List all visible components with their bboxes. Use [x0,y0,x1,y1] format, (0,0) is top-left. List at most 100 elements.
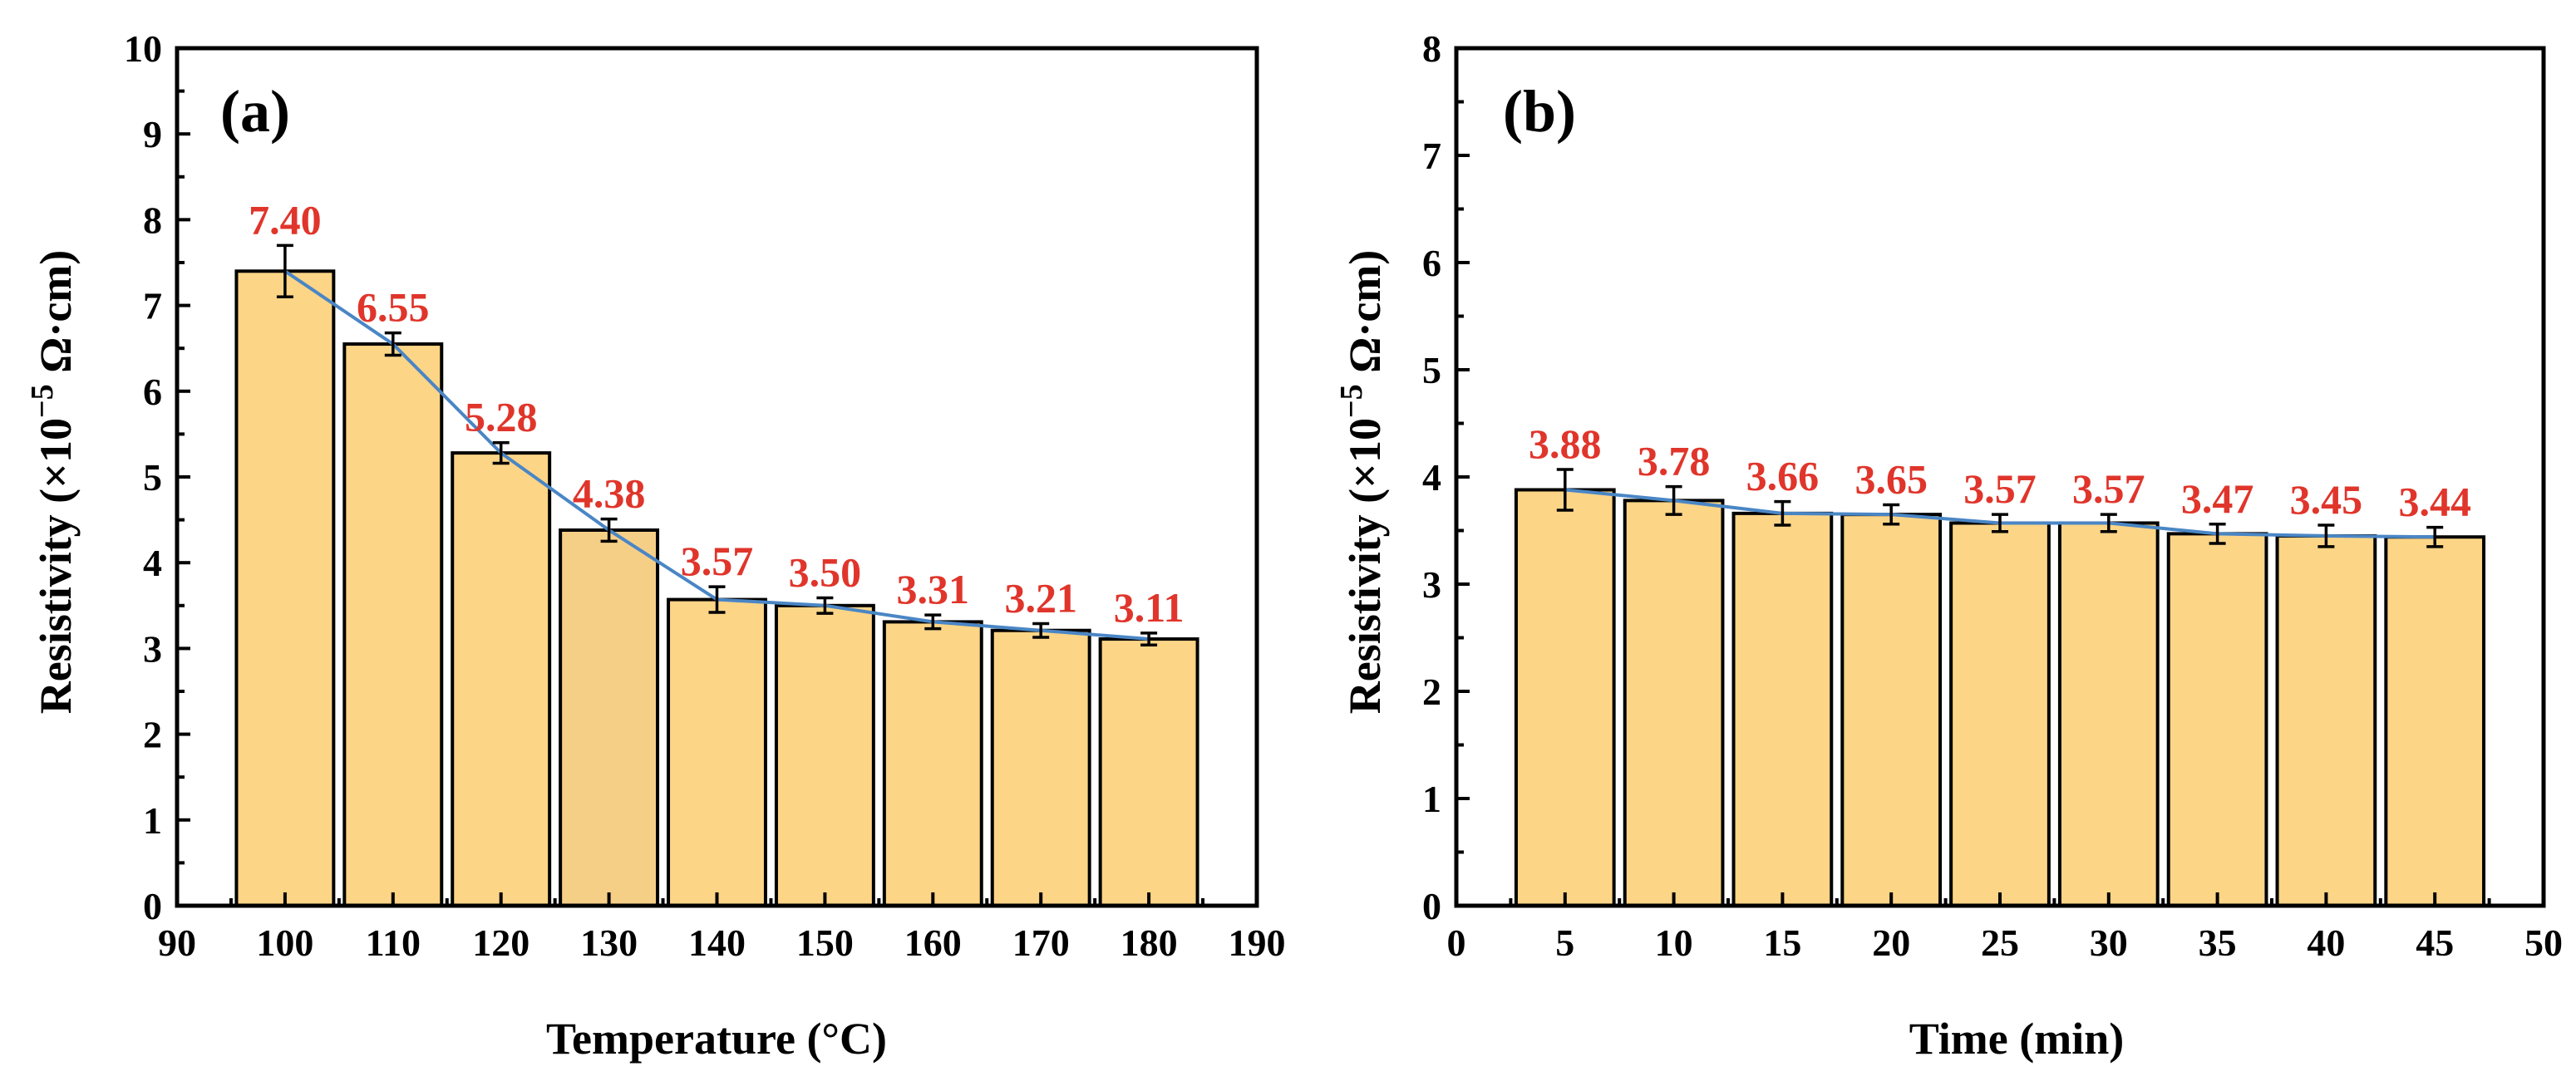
panel-b-x-tick-label-1: 5 [1555,921,1574,964]
panel-a-x-tick-label-9: 180 [1121,921,1178,964]
panel-a-bar-3 [559,528,660,907]
panel-b-y-tick-label-5: 5 [1422,349,1441,391]
panel-a-data-label-1: 6.55 [357,284,430,331]
panel-b-y-axis-title: Resistivity (×10−5 Ω·cm) [1334,250,1390,715]
panel-a-y-axis-title: Resistivity (×10−5 Ω·cm) [25,250,81,715]
panel-b-x-tick-label-3: 15 [1763,921,1801,964]
panel-b-bar-0 [1514,488,1616,907]
panel-b-data-label-1: 3.78 [1638,438,1711,484]
panel-a-x-tick-label-6: 150 [796,921,854,964]
panel-a-x-tick-label-7: 160 [904,921,962,964]
panel-b-y-axis-title-unit: Ω·cm) [1340,250,1390,385]
panel-a-y-tick-label-10: 10 [124,27,162,70]
panel-a-x-tick-label-5: 140 [688,921,746,964]
panel-b-bar-5 [2057,521,2160,907]
panel-a-y-axis-title-unit: Ω·cm) [31,250,81,385]
panel-a-y-tick-label-0: 0 [143,885,162,927]
panel-a-x-tick-label-4: 130 [580,921,638,964]
panel-b-y-tick-label-0: 0 [1422,885,1441,927]
panel-a-y-tick-label-9: 9 [143,113,162,155]
panel-a-y-tick-label-8: 8 [143,199,162,241]
panel-a-y-tick-label-7: 7 [143,285,162,327]
panel-b-error-bar-1 [1665,484,1682,516]
panel-a-bar-1 [342,342,444,908]
panel-a-data-label-6: 3.31 [897,566,970,612]
panel-b-data-label-0: 3.88 [1529,420,1602,467]
panel-b-bar-6 [2166,532,2268,907]
panel-a-y-tick-label-1: 1 [143,799,162,842]
panel-b-data-label-6: 3.47 [2181,475,2254,522]
panel-b-x-tick-label-2: 10 [1655,921,1693,964]
panel-a-data-label-3: 4.38 [573,470,646,517]
panel-b-y-axis-title-exponent: −5 [1334,384,1369,418]
panel-a-y-tick-label-3: 3 [143,627,162,670]
panel-a-error-bar-5 [816,596,834,615]
panel-b-x-tick-label-6: 30 [2090,921,2128,964]
panel-b-y-tick-label-8: 8 [1422,27,1441,70]
panel-b-y-tick-label-2: 2 [1422,671,1441,713]
panel-b-data-label-2: 3.66 [1746,453,1820,499]
panel-a-x-tick-label-10: 190 [1229,921,1286,964]
panel-b-x-tick-label-10: 50 [2524,921,2563,964]
panel-b-bar-7 [2275,533,2377,907]
panel-b-bar-8 [2384,535,2486,907]
panel-a-error-bar-7 [1032,622,1050,639]
panel-a-x-tick-label-2: 110 [366,921,421,964]
panel-a-x-tick-label-8: 170 [1012,921,1070,964]
panel-a-data-label-8: 3.11 [1114,584,1185,631]
panel-a-x-tick-label-3: 120 [472,921,529,964]
panel-a-data-label-2: 5.28 [465,394,538,440]
panel-a-bar-4 [667,597,767,907]
panel-b-x-tick-label-5: 25 [1981,921,2019,964]
panel-b-error-bar-5 [2100,513,2117,533]
panel-b-error-bar-4 [1992,513,2008,533]
panel-a-data-label-5: 3.50 [789,549,862,596]
panel-a-y-axis-title-exponent: −5 [25,384,60,418]
panel-a-bar-7 [990,628,1091,908]
panel-b-x-tick-label-4: 20 [1872,921,1910,964]
panel-a-error-bar-8 [1140,632,1158,647]
panel-a-bar-0 [234,269,336,907]
panel-a-y-tick-label-4: 4 [143,542,162,584]
panel-a-bar-2 [451,451,552,907]
panel-b-x-axis-title: Time (min) [1909,1014,2124,1064]
panel-a-error-bar-3 [600,517,618,543]
panel-a-data-label-7: 3.21 [1004,574,1077,621]
panel-a-data-label-0: 7.40 [249,196,322,243]
panel-b-bar-4 [1949,521,2051,907]
panel-b-error-bar-7 [2317,523,2335,548]
panel-a-y-axis-title-main: Resistivity (×10 [31,418,81,714]
panel-b-y-tick-label-1: 1 [1422,778,1441,820]
panel-a-error-bar-1 [384,331,401,357]
panel-b-bar-3 [1840,513,1943,908]
panel-b-data-label-5: 3.57 [2072,465,2145,512]
panel-b-error-bar-6 [2209,523,2226,545]
panel-b: 3.88 3.78 3.66 3.65 3.57 3.57 3.47 3.45 3.440 5 10… [1334,27,2563,1064]
panel-b-bar-2 [1731,511,1834,907]
panel-a-bar-8 [1098,637,1199,907]
panel-a-x-tick-label-0: 90 [158,921,196,964]
panel-b-label: (b) [1503,78,1576,145]
panel-b-data-label-3: 3.65 [1854,456,1928,503]
panel-b-x-tick-label-7: 35 [2199,921,2237,964]
panel-b-y-tick-label-4: 4 [1422,456,1441,499]
panel-b-x-tick-label-9: 45 [2416,921,2454,964]
panel-b-bar-1 [1623,499,1725,907]
panel-a-bar-5 [774,603,875,907]
panel-a-x-tick-label-1: 100 [256,921,313,964]
panel-b-data-label-8: 3.44 [2398,479,2471,525]
panel-b-y-axis-title-main: Resistivity (×10 [1340,418,1390,714]
panel-b-y-tick-label-6: 6 [1422,242,1441,284]
panel-b-x-tick-label-0: 0 [1447,921,1466,964]
panel-b-x-tick-label-8: 40 [2307,921,2345,964]
panel-b-data-label-4: 3.57 [1963,465,2037,512]
panel-a-data-label-4: 3.57 [681,538,754,584]
panel-b-y-tick-label-7: 7 [1422,135,1441,177]
panel-a-y-tick-label-2: 2 [143,714,162,756]
panel-b-plot-area: 3.88 3.78 3.66 3.65 3.57 3.57 3.47 3.45 3.440 5 10… [1422,27,2563,964]
panel-b-y-tick-label-3: 3 [1422,563,1441,606]
panel-a-bar-6 [882,620,983,908]
